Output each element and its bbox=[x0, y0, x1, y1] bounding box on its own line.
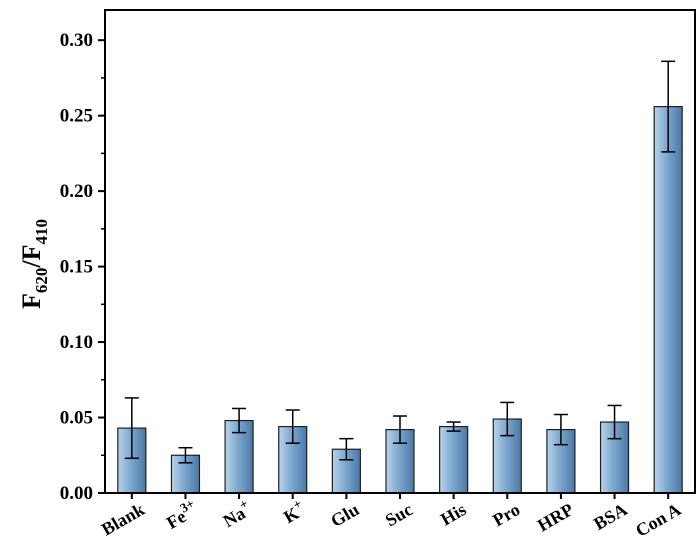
y-tick-label-1: 0.05 bbox=[60, 408, 93, 429]
error-bar-1 bbox=[178, 446, 193, 464]
y-axis-title-sub1: 620 bbox=[32, 268, 51, 294]
x-category-label-1: Fe3+ bbox=[161, 496, 201, 533]
y-ticks-layer: 0.00 0.05 0.10 0.15 0.20 0.25 0.30 bbox=[60, 30, 105, 504]
y-axis-title-sep: / bbox=[17, 260, 46, 269]
x-category-label-10: Con A bbox=[632, 499, 684, 541]
x-category-label-7: Pro bbox=[489, 499, 523, 530]
x-category-label-9: BSA bbox=[590, 499, 630, 534]
error-bar-0 bbox=[124, 397, 139, 460]
error-bar-3 bbox=[285, 409, 300, 444]
x-category-label-4: Glu bbox=[327, 499, 362, 531]
bar-6 bbox=[439, 425, 469, 494]
error-bars-layer bbox=[124, 60, 676, 464]
y-tick-label-5: 0.25 bbox=[60, 106, 93, 127]
x-category-label-6: His bbox=[437, 499, 470, 529]
bar-3 bbox=[278, 425, 308, 494]
error-bar-2 bbox=[232, 407, 247, 434]
x-category-label-3: K+ bbox=[278, 496, 309, 528]
error-bar-8 bbox=[553, 413, 568, 446]
bar-10 bbox=[653, 105, 683, 494]
x-category-label-8: HRP bbox=[534, 499, 577, 535]
x-category-label-0: Blank bbox=[98, 499, 148, 539]
y-tick-label-6: 0.30 bbox=[60, 30, 93, 51]
y-axis-title-main1: F bbox=[17, 293, 46, 309]
error-bar-4 bbox=[339, 437, 354, 461]
y-axis-title: F620/F410 bbox=[17, 219, 51, 309]
y-axis-title-sub2: 410 bbox=[32, 219, 51, 245]
error-bar-10 bbox=[661, 60, 676, 153]
error-bar-9 bbox=[607, 404, 622, 440]
y-tick-label-2: 0.10 bbox=[60, 332, 93, 353]
x-categories-layer: Blank Fe3+ Na+ K+ Glu Suc His Pro HRP BSA Con A bbox=[98, 493, 684, 541]
error-bar-7 bbox=[500, 401, 515, 437]
y-tick-label-4: 0.20 bbox=[60, 181, 93, 202]
y-tick-label-0: 0.00 bbox=[60, 483, 93, 504]
x-category-label-2: Na+ bbox=[218, 496, 255, 531]
error-bar-5 bbox=[393, 415, 407, 444]
x-category-label-5: Suc bbox=[382, 499, 416, 530]
y-axis-title-main2: F bbox=[17, 244, 46, 260]
y-tick-label-3: 0.15 bbox=[60, 257, 93, 278]
error-bar-6 bbox=[446, 421, 461, 432]
